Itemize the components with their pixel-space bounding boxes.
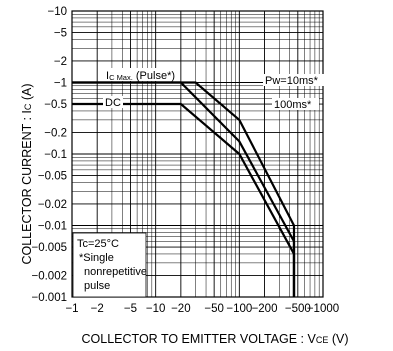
pw-label-bg [263, 74, 324, 86]
x-tick-label: −50 [204, 303, 224, 315]
y-tick-label: −0.05 [38, 171, 67, 183]
y-tick-label: −0.02 [38, 199, 67, 211]
condition-temp: Tc=25°C [77, 238, 119, 250]
y-tick-label: −0.2 [44, 127, 67, 139]
y-tick-labels: −10 −5 −2 −1 −0.5 −0.2 −0.1 −0.05 −0.02 −0.01 −0.0… [32, 6, 68, 304]
y-tick-label: −0.1 [44, 149, 67, 161]
conditions-box [72, 232, 147, 298]
ic-max-label-bg [104, 68, 172, 81]
plot-frame [71, 10, 324, 298]
y-tick-label: −2 [54, 56, 67, 68]
x-tick-label: −1 [65, 303, 78, 315]
series-lines [72, 81, 296, 297]
x-tick-label: −2 [91, 303, 104, 315]
y-tick-label: −0.005 [32, 242, 68, 254]
condition-nonrepetitive: nonrepetitive [84, 266, 147, 278]
y-axis-title: COLLECTOR CURRENT : IC (A) [20, 83, 34, 264]
y-tick-label: −5 [54, 28, 67, 40]
ic-max-label: IC Max. (Pulse*) [106, 70, 175, 82]
y-tick-label: −10 [47, 6, 67, 18]
x-tick-label: −10 [146, 303, 166, 315]
y-tick-label: −0.01 [38, 221, 67, 233]
x-axis-title: COLLECTOR TO EMITTER VOLTAGE : VCE (V) [82, 332, 349, 346]
x-tick-label: −1000 [307, 303, 339, 315]
y-tick-label: −0.001 [32, 292, 68, 304]
dc-label-bg [103, 96, 123, 108]
x-tick-label: −100 [226, 303, 252, 315]
dc-label: DC [105, 97, 121, 109]
x-tick-label: −5 [124, 303, 137, 315]
x-tick-labels: −1 −2 −5 −10 −20 −50 −100 −200 −500−1000 [65, 303, 339, 315]
x-tick-label: −500 [285, 303, 311, 315]
series-line-3 [72, 81, 296, 297]
condition-single: *Single [79, 252, 114, 264]
x-tick-label: −200 [252, 303, 278, 315]
y-tick-label: −0.5 [44, 99, 67, 111]
x-tick-label: −20 [171, 303, 191, 315]
pw-label: Pw=10ms* [265, 75, 319, 87]
ms100-label-bg [272, 98, 319, 110]
y-tick-label: −1 [54, 78, 67, 90]
condition-pulse: pulse [84, 280, 110, 292]
ms100-label: 100ms* [274, 99, 312, 111]
y-tick-label: −0.002 [32, 270, 68, 282]
